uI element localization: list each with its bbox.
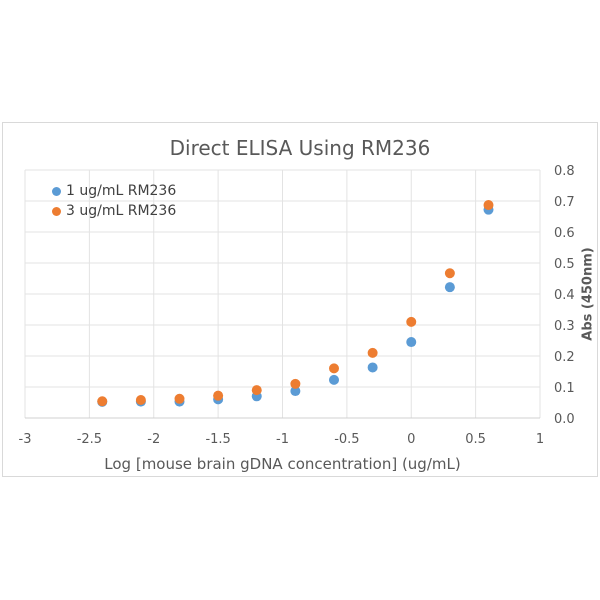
y-tick-label: 0.7	[554, 195, 575, 210]
legend-item-3ug: 3 ug/mL RM236	[52, 201, 176, 221]
y-axis-label: Abs (450nm)	[580, 247, 596, 341]
y-tick-label: 0.3	[554, 319, 575, 334]
x-tick-label: 1	[536, 432, 544, 447]
y-tick-label: 0.4	[554, 288, 575, 303]
data-point	[290, 386, 301, 397]
x-tick-label: 0	[407, 432, 415, 447]
data-point	[329, 363, 339, 374]
legend-marker-icon	[52, 206, 61, 216]
legend-label: 1 ug/mL RM236	[66, 183, 177, 199]
x-tick-label: -2.5	[77, 432, 102, 447]
x-tick-label: -3	[19, 432, 32, 447]
data-point	[367, 347, 378, 358]
data-point	[406, 337, 417, 348]
x-axis-label: Log [mouse brain gDNA concentration] (ug…	[104, 455, 461, 473]
data-point	[483, 200, 494, 211]
legend: 1 ug/mL RM236 3 ug/mL RM236	[52, 181, 176, 221]
data-point	[290, 378, 301, 389]
legend-item-1ug: 1 ug/mL RM236	[52, 181, 176, 201]
x-tick-label: -1	[276, 432, 289, 447]
y-tick-label: 0.0	[554, 412, 575, 427]
data-point	[251, 385, 262, 396]
data-point	[97, 396, 108, 407]
data-point	[135, 395, 146, 406]
data-point	[329, 374, 339, 385]
data-point	[444, 268, 455, 279]
y-tick-label: 0.2	[554, 350, 575, 365]
y-tick-label: 0.1	[554, 381, 575, 396]
y-tick-label: 0.8	[554, 164, 575, 179]
x-tick-label: -0.5	[334, 432, 359, 447]
x-tick-label: -2	[147, 432, 160, 447]
legend-label: 3 ug/mL RM236	[66, 203, 177, 219]
data-point	[406, 316, 417, 327]
data-point	[213, 390, 224, 401]
x-tick-label: -1.5	[205, 432, 230, 447]
x-tick-label: 0.5	[465, 432, 486, 447]
data-point	[174, 393, 185, 404]
y-tick-label: 0.5	[554, 257, 575, 272]
data-point	[367, 362, 378, 373]
data-point	[444, 282, 455, 293]
legend-marker-icon	[52, 186, 61, 196]
chart-title: Direct ELISA Using RM236	[169, 136, 431, 160]
y-tick-label: 0.6	[554, 226, 575, 241]
